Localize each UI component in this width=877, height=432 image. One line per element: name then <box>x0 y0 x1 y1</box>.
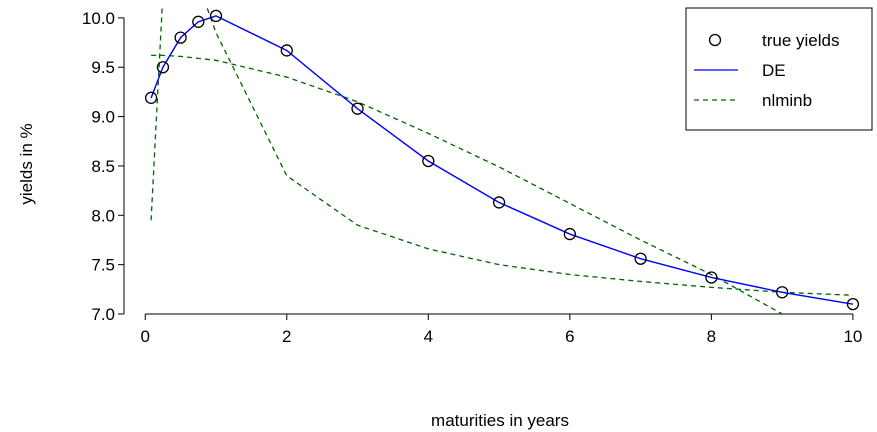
true-yield-point <box>776 286 789 299</box>
y-tick-label: 7.5 <box>91 256 115 275</box>
y-tick-label: 9.5 <box>91 58 115 77</box>
y-tick-label: 7.0 <box>91 305 115 324</box>
y-axis-title: yields in % <box>17 123 36 204</box>
x-tick-label: 2 <box>282 327 291 346</box>
true-yield-point <box>492 196 506 209</box>
series-layer <box>144 8 860 314</box>
x-tick-label: 10 <box>843 327 862 346</box>
true-yield-point <box>563 227 576 241</box>
legend-marker-true-yields <box>708 33 722 47</box>
true-yield-point <box>156 61 170 74</box>
true-yield-point <box>280 44 293 57</box>
true-yield-point <box>846 297 860 311</box>
y-tick-label: 9.0 <box>91 108 115 127</box>
axes: 7.0 7.5 8.0 8.5 9.0 9.5 10.0 0 2 4 6 8 10 <box>82 9 862 346</box>
true-yield-point <box>634 252 647 265</box>
x-axis-title: maturities in years <box>431 411 569 430</box>
de-line <box>150 15 854 305</box>
x-tick-label: 4 <box>424 327 433 346</box>
nlminb-curve-2 <box>150 8 853 296</box>
y-tick-label: 8.5 <box>91 157 115 176</box>
x-tick-label: 8 <box>707 327 716 346</box>
legend: true yields DE nlminb <box>685 7 873 131</box>
legend-label-de: DE <box>762 61 786 80</box>
x-tick-label: 0 <box>140 327 149 346</box>
legend-label-true-yields: true yields <box>762 31 839 50</box>
true-yield-point <box>174 31 187 44</box>
legend-label-nlminb: nlminb <box>762 91 812 110</box>
true-yield-point <box>422 154 435 168</box>
true-yield-point <box>705 271 718 284</box>
y-tick-label: 8.0 <box>91 206 115 225</box>
true-yield-point <box>351 102 364 115</box>
true-yield-point <box>209 9 223 23</box>
legend-box <box>685 7 873 131</box>
x-tick-label: 6 <box>565 327 574 346</box>
true-yield-point <box>144 91 158 104</box>
true-yield-point <box>192 15 205 28</box>
y-tick-label: 10.0 <box>82 9 115 28</box>
